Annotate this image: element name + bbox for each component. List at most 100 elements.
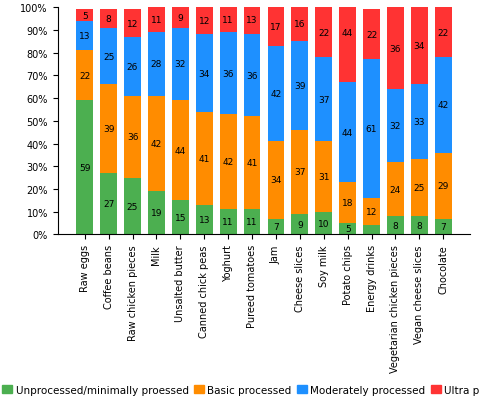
Bar	[363, 198, 380, 226]
Bar	[148, 8, 165, 33]
Text: 34: 34	[414, 42, 425, 51]
Text: 12: 12	[366, 208, 377, 217]
Text: 39: 39	[294, 82, 306, 91]
Text: 44: 44	[342, 29, 353, 38]
Text: 41: 41	[199, 154, 210, 163]
Bar	[76, 22, 93, 51]
Text: 22: 22	[438, 29, 449, 38]
Bar	[411, 85, 428, 160]
Text: 25: 25	[103, 52, 114, 61]
Bar	[124, 96, 141, 178]
Text: 22: 22	[79, 72, 90, 81]
Bar	[339, 183, 356, 224]
Bar	[148, 192, 165, 235]
Text: 34: 34	[199, 69, 210, 78]
Bar	[411, 8, 428, 85]
Bar	[435, 58, 452, 153]
Bar	[196, 113, 213, 205]
Text: 9: 9	[178, 14, 183, 23]
Legend: Unprocessed/minimally proessed, Basic processed, Moderately processed, Ultra pro: Unprocessed/minimally proessed, Basic pr…	[0, 381, 480, 399]
Bar	[100, 11, 117, 28]
Bar	[148, 33, 165, 96]
Bar	[244, 117, 261, 210]
Text: 61: 61	[366, 125, 377, 134]
Bar	[387, 217, 404, 235]
Text: 10: 10	[318, 219, 329, 228]
Bar	[267, 219, 284, 235]
Text: 5: 5	[345, 225, 350, 234]
Bar	[172, 101, 189, 201]
Text: 32: 32	[175, 60, 186, 69]
Bar	[76, 51, 93, 101]
Bar	[363, 60, 380, 198]
Text: 12: 12	[199, 17, 210, 26]
Bar	[339, 83, 356, 183]
Bar	[339, 224, 356, 235]
Bar	[172, 201, 189, 235]
Bar	[339, 0, 356, 83]
Bar	[387, 90, 404, 162]
Text: 8: 8	[417, 222, 422, 230]
Bar	[291, 215, 308, 235]
Text: 25: 25	[414, 184, 425, 193]
Text: 42: 42	[438, 101, 449, 110]
Text: 11: 11	[246, 218, 258, 227]
Text: 12: 12	[127, 19, 138, 28]
Text: 13: 13	[246, 16, 258, 25]
Bar	[196, 8, 213, 35]
Text: 27: 27	[103, 200, 114, 209]
Text: 25: 25	[127, 202, 138, 211]
Bar	[267, 142, 284, 219]
Bar	[315, 8, 332, 58]
Bar	[76, 11, 93, 22]
Bar	[363, 11, 380, 60]
Bar	[411, 217, 428, 235]
Text: 7: 7	[273, 222, 279, 231]
Text: 11: 11	[222, 16, 234, 25]
Text: 36: 36	[246, 72, 258, 81]
Bar	[244, 6, 261, 35]
Bar	[267, 47, 284, 142]
Text: 42: 42	[270, 90, 282, 99]
Bar	[220, 8, 237, 33]
Bar	[435, 153, 452, 219]
Bar	[220, 115, 237, 210]
Text: 11: 11	[151, 16, 162, 25]
Text: 17: 17	[270, 23, 282, 32]
Bar	[76, 101, 93, 235]
Text: 13: 13	[79, 32, 90, 41]
Bar	[124, 178, 141, 235]
Bar	[220, 210, 237, 235]
Text: 37: 37	[318, 96, 329, 104]
Bar	[244, 210, 261, 235]
Text: 42: 42	[223, 158, 234, 167]
Bar	[124, 11, 141, 38]
Bar	[411, 160, 428, 217]
Text: 15: 15	[175, 213, 186, 222]
Text: 31: 31	[318, 173, 329, 181]
Bar	[435, 219, 452, 235]
Text: 42: 42	[151, 140, 162, 149]
Bar	[291, 6, 308, 42]
Bar	[220, 33, 237, 115]
Text: 34: 34	[270, 176, 282, 185]
Text: 37: 37	[294, 168, 306, 177]
Bar	[100, 28, 117, 85]
Bar	[100, 174, 117, 235]
Text: 16: 16	[294, 19, 306, 28]
Bar	[267, 8, 284, 47]
Bar	[363, 226, 380, 235]
Text: 5: 5	[82, 12, 88, 21]
Text: 24: 24	[390, 185, 401, 194]
Bar	[124, 38, 141, 96]
Text: 8: 8	[393, 222, 398, 230]
Text: 33: 33	[414, 118, 425, 127]
Text: 59: 59	[79, 164, 90, 173]
Bar	[315, 58, 332, 142]
Text: 36: 36	[127, 133, 138, 142]
Bar	[291, 130, 308, 215]
Text: 44: 44	[342, 128, 353, 137]
Text: 44: 44	[175, 147, 186, 156]
Text: 29: 29	[438, 182, 449, 191]
Bar	[435, 8, 452, 58]
